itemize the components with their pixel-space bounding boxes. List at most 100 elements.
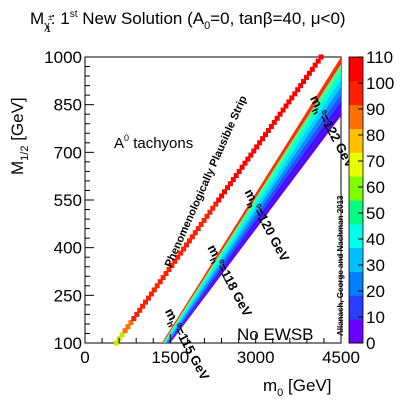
band-slice [166, 86, 341, 344]
colorbar-tick-label: 20 [366, 282, 385, 301]
strip-point [204, 213, 210, 219]
strip-point [163, 271, 169, 276]
x-tick-label: 1500 [151, 348, 189, 367]
strip-point [137, 307, 143, 313]
strip-point [286, 99, 292, 105]
strip-point [166, 267, 172, 272]
strip-point [242, 160, 248, 166]
colorbar-tick-label: 80 [366, 126, 385, 145]
strip-point [248, 152, 254, 158]
strip-point [309, 66, 315, 72]
strip-point [289, 95, 295, 101]
colorbar-swatch [349, 319, 363, 344]
y-tick-label: 100 [54, 334, 82, 353]
band-slice [161, 57, 341, 343]
strip-point [169, 262, 175, 268]
x-tick-label: 3000 [237, 348, 275, 367]
strip-point [245, 156, 251, 162]
strip-point [189, 234, 195, 240]
colorbar-tick-label: 60 [366, 178, 385, 197]
x-tick-label: 4500 [322, 348, 360, 367]
strip-point [131, 316, 137, 321]
y-tick-label: 400 [54, 239, 82, 258]
strip-point [151, 287, 157, 293]
strip-point [181, 246, 187, 252]
plot-area: 0 1500 3000 4500 100 250 400 550 700 850 1000 [44, 48, 360, 367]
strip-point [251, 148, 257, 154]
strip-point [172, 258, 178, 264]
strip-point [154, 283, 160, 289]
strip-point [306, 70, 312, 76]
strip-point [216, 197, 222, 203]
colorbar-swatch [349, 80, 363, 106]
strip-point [146, 295, 151, 301]
y-tick-label: 550 [54, 191, 82, 210]
strip-point [134, 311, 140, 317]
strip-point [292, 91, 298, 97]
plot-frame [84, 56, 342, 344]
plausible-strip [113, 54, 324, 346]
colorbar-swatch [349, 200, 363, 225]
strip-point [143, 299, 148, 305]
strip-point [260, 136, 266, 142]
strip-point [119, 332, 125, 338]
strip-point [122, 328, 128, 334]
strip-point [210, 205, 216, 211]
strip-point [295, 87, 301, 93]
strip-point [195, 226, 201, 232]
strip-point [268, 124, 274, 129]
strip-point [263, 132, 268, 138]
colorbar-tick-label: 40 [366, 230, 385, 249]
y-tick-label: 850 [54, 96, 82, 115]
strip-point [280, 107, 286, 113]
axis-ticks: 0 1500 3000 4500 100 250 400 550 700 850 1000 [44, 48, 360, 367]
band-slice [162, 64, 341, 344]
strip-point [198, 222, 204, 227]
strip-point [192, 230, 198, 236]
strip-point [312, 62, 318, 68]
colored-band [161, 57, 341, 344]
colorbar-swatch [349, 223, 363, 249]
strip-point [265, 128, 271, 133]
chart-title: Mχ± 1: 1st New Solution (A0=0, tanβ=40, μ… [30, 9, 346, 34]
strip-point [236, 168, 242, 174]
strip-point [254, 144, 260, 150]
colorbar-swatch [349, 152, 363, 177]
no-ewsb-label: No EWSB [237, 325, 314, 344]
y-tick-label: 250 [54, 286, 82, 305]
strip-point [298, 83, 304, 89]
strip-point [230, 177, 236, 183]
colorbar-tick-label: 100 [366, 74, 394, 93]
tachyons-label: A0 tachyons [114, 133, 193, 152]
strip-point [318, 54, 324, 60]
strip-point [186, 238, 192, 244]
strip-point [283, 103, 289, 109]
strip-point [148, 291, 154, 297]
strip-point [301, 79, 306, 84]
colorbar-tick-label: 0 [366, 334, 375, 353]
strip-point [160, 275, 166, 281]
colorbar-tick-label: 50 [366, 204, 385, 223]
strip-point [274, 115, 280, 121]
colorbar-swatch [349, 176, 363, 201]
colorbar-swatch [349, 104, 363, 129]
strip-point [213, 201, 219, 207]
strip-point [315, 58, 321, 64]
y-tick-label: 1000 [44, 48, 82, 67]
strip-point [239, 164, 245, 170]
colorbar-swatch [349, 295, 363, 320]
y-tick-label: 700 [54, 143, 82, 162]
strip-point [304, 74, 309, 80]
y-axis-label: M1/2 [GeV] [8, 97, 31, 175]
colorbar-tick-label: 70 [366, 152, 385, 171]
colorbar-tick-label: 10 [366, 308, 385, 327]
colorbar: 0 10 20 30 40 50 60 70 80 90 100 110 [348, 48, 394, 353]
strip-point [157, 279, 163, 285]
x-axis-label: m0 [GeV] [263, 376, 331, 399]
contour-line [293, 101, 302, 121]
strip-point [128, 320, 134, 326]
x-tick-label: 0 [80, 348, 89, 367]
strip-point [257, 140, 263, 146]
colorbar-frame [348, 56, 364, 344]
